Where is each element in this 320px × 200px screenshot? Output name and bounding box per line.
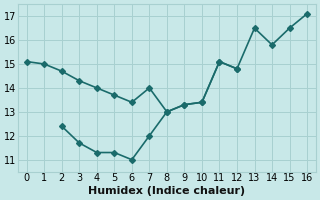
X-axis label: Humidex (Indice chaleur): Humidex (Indice chaleur) <box>88 186 245 196</box>
